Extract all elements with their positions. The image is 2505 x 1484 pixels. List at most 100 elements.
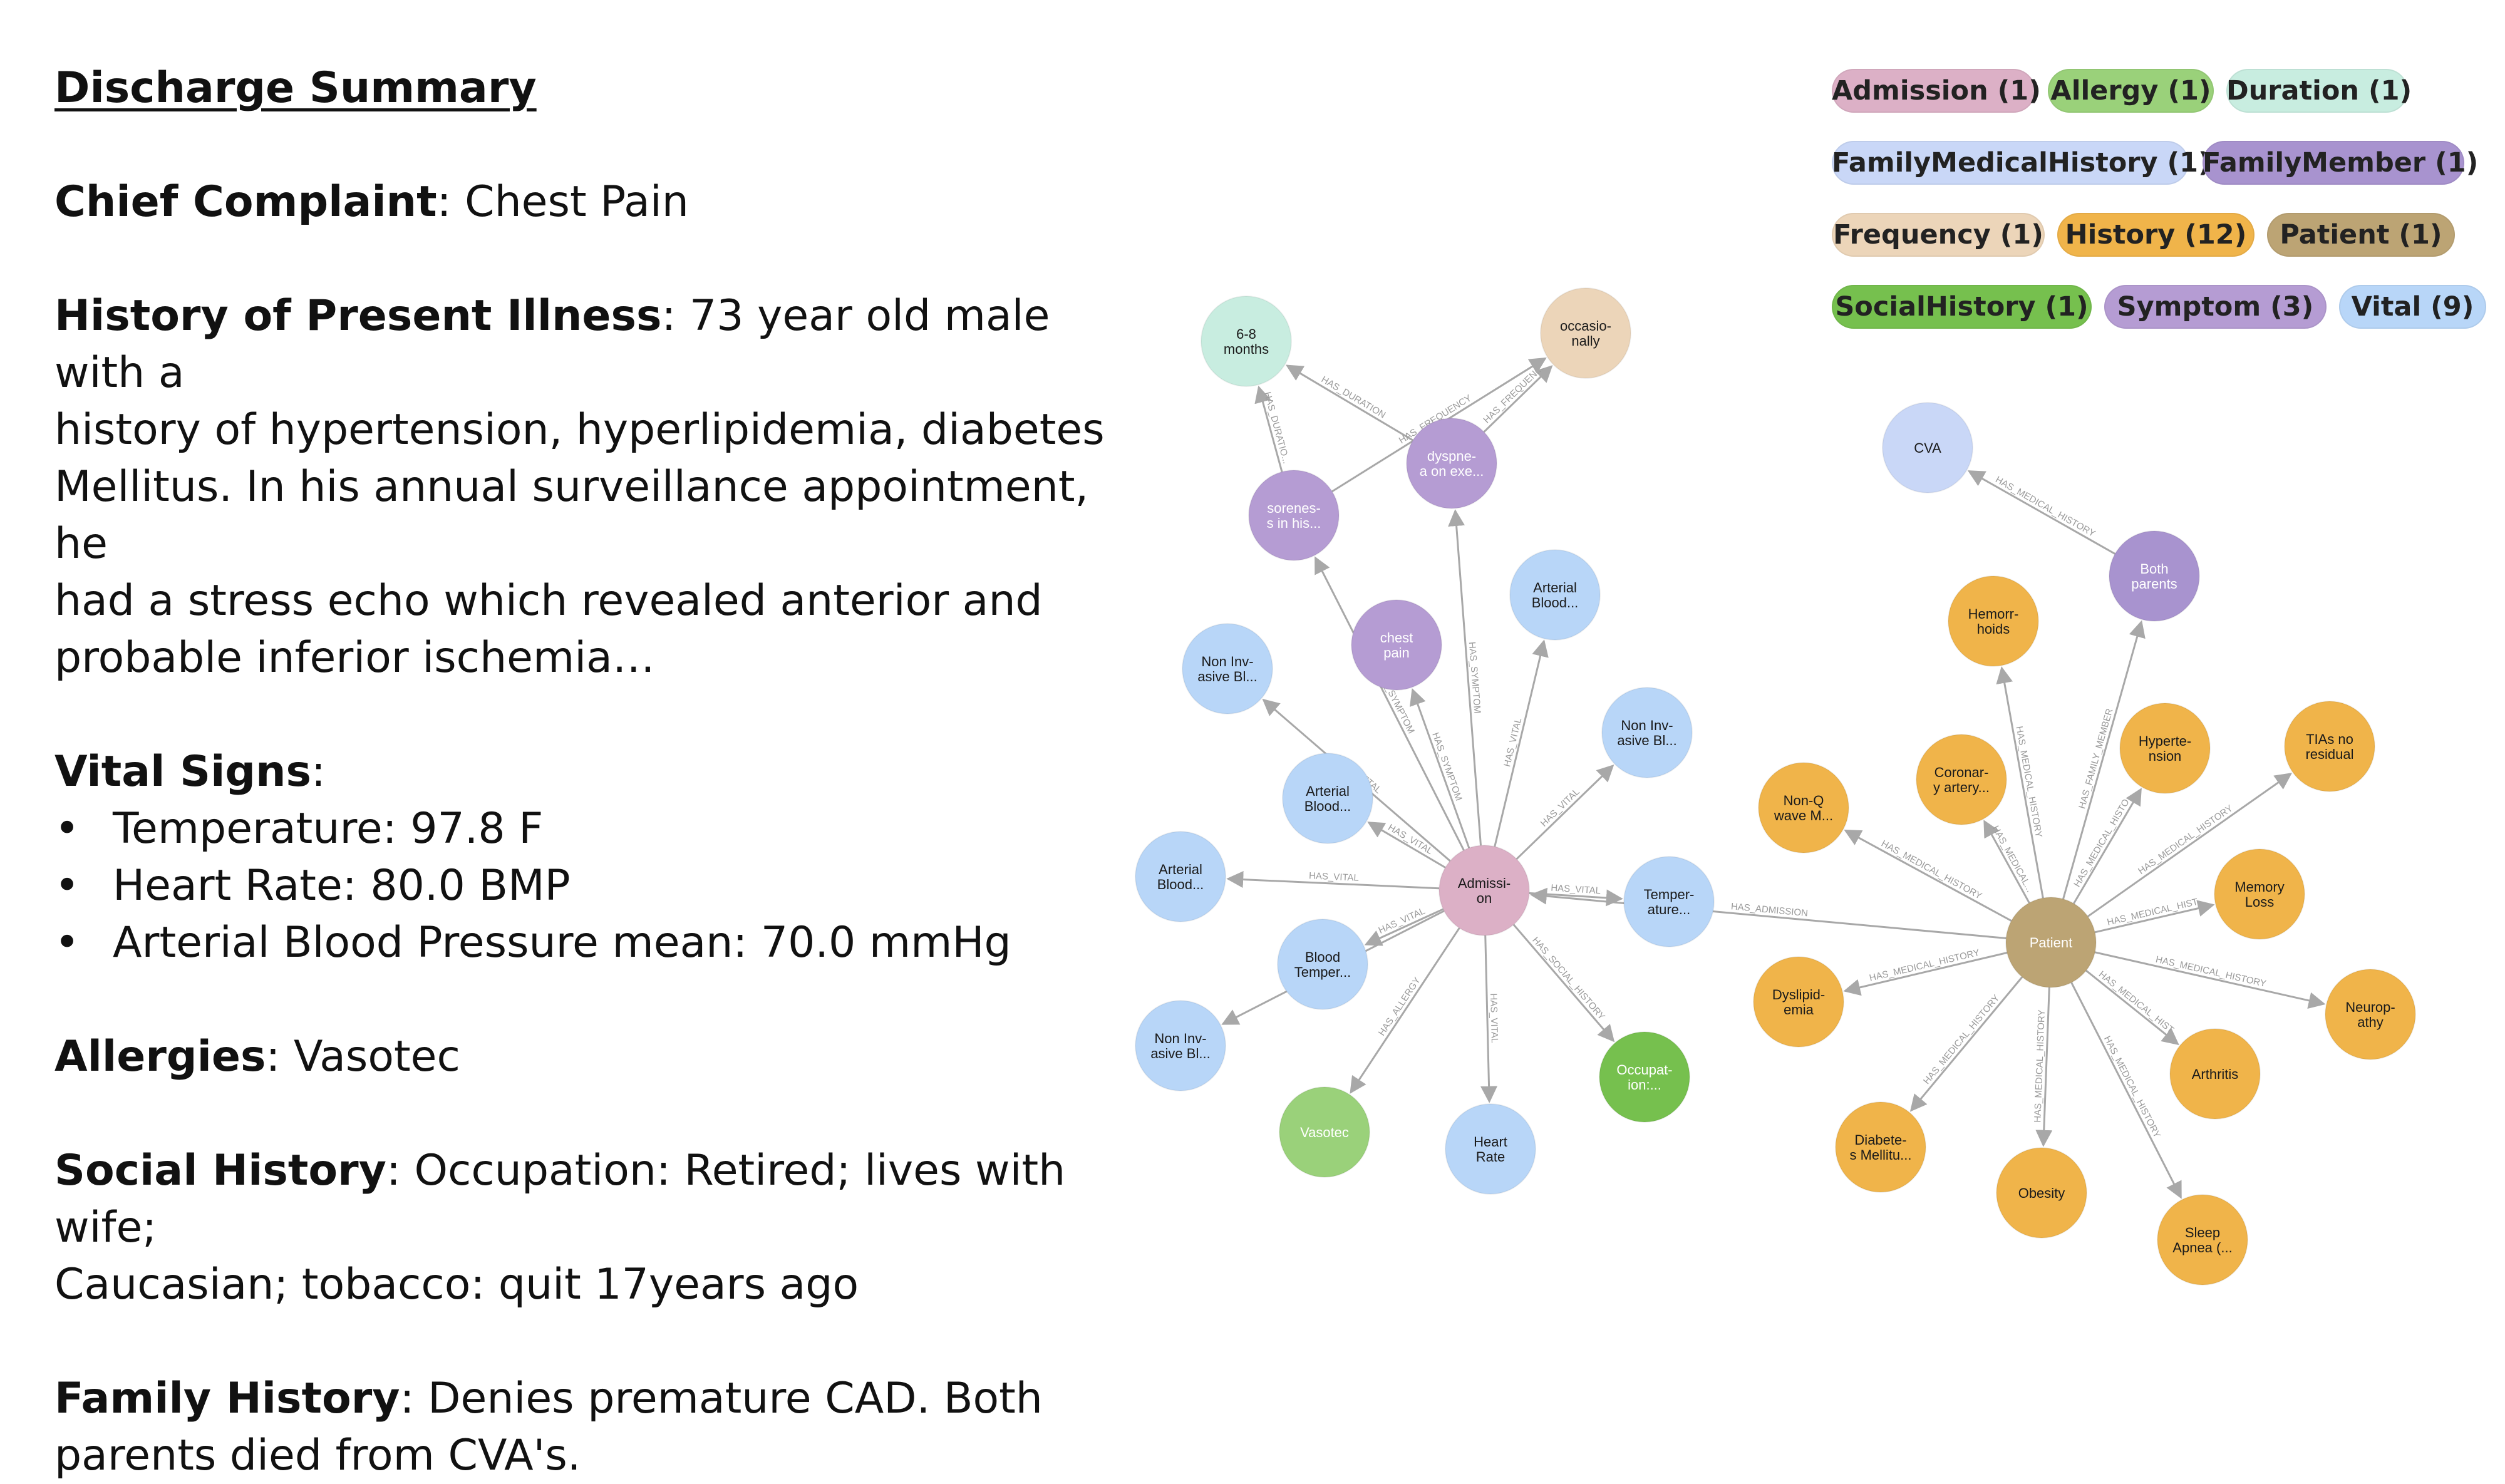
graph-node-patient[interactable]: Patient (2005, 897, 2097, 988)
legend-pill[interactable]: Patient (1) (2267, 213, 2455, 257)
node-circle[interactable] (2119, 703, 2211, 794)
node-circle[interactable] (1601, 687, 1693, 778)
node-label: sorenes- (1267, 500, 1321, 516)
node-circle[interactable] (2214, 848, 2305, 940)
node-circle[interactable] (1135, 831, 1226, 922)
graph-node-v_bt[interactable]: BloodTemper... (1277, 919, 1368, 1010)
node-label: Non Inv- (1201, 654, 1253, 669)
graph-node-v_temp[interactable]: Temper-ature... (1623, 856, 1715, 947)
graph-node-allergy[interactable]: Vasotec (1279, 1086, 1370, 1178)
graph-edge (2062, 620, 2146, 900)
graph-node-h_arth[interactable]: Arthritis (2169, 1028, 2261, 1120)
node-circle[interactable] (1406, 418, 1497, 509)
node-circle[interactable] (2157, 1194, 2248, 1286)
chief-complaint: Chief Complaint: Chest Pain (54, 173, 1132, 230)
legend-pill[interactable]: Duration (1) (2226, 69, 2412, 113)
legend-pill[interactable]: FamilyMember (1) (2203, 141, 2478, 185)
node-label: chest (1380, 630, 1413, 646)
graph-node-v_abp_mid[interactable]: ArterialBlood... (1282, 753, 1373, 844)
graph-node-h_coronary[interactable]: Coronar-y artery... (1916, 734, 2007, 825)
graph-node-v_nibp_3[interactable]: Non Inv-asive Bl... (1135, 1000, 1226, 1091)
node-label: Hemorr- (1968, 606, 2019, 622)
legend-pill[interactable]: Symptom (3) (2104, 285, 2327, 329)
node-label: Both (2140, 561, 2168, 577)
node-label: Blood... (1157, 877, 1204, 892)
social-history-line: Caucasian; tobacco: quit 17years ago (54, 1260, 859, 1309)
node-circle[interactable] (2325, 969, 2416, 1060)
legend-pill[interactable]: Vital (9) (2339, 285, 2486, 329)
node-circle[interactable] (1282, 753, 1373, 844)
legend-pill[interactable]: SocialHistory (1) (1832, 285, 2092, 329)
node-circle[interactable] (1351, 599, 1442, 691)
node-label: Diabete- (1854, 1132, 1906, 1148)
node-label: Non-Q (1784, 793, 1824, 808)
graph-node-h_hemorr[interactable]: Hemorr-hoids (1948, 575, 2039, 667)
social-history-label: Social History (54, 1146, 386, 1195)
graph-node-v_abp_top[interactable]: ArterialBlood... (1509, 549, 1601, 641)
legend-pill[interactable]: Admission (1) (1832, 69, 2041, 113)
graph-node-cva[interactable]: CVA (1882, 402, 1973, 493)
graph-edge (2070, 982, 2182, 1199)
node-label: Coronar- (1934, 765, 1989, 780)
node-circle[interactable] (1623, 856, 1715, 947)
graph-node-social[interactable]: Occupat-ion:... (1599, 1031, 1690, 1123)
graph-node-h_htn[interactable]: Hyperte-nsion (2119, 703, 2211, 794)
node-label: Occupat- (1616, 1062, 1672, 1078)
edge-label: HAS_VITAL (1551, 882, 1601, 896)
node-circle[interactable] (2169, 1028, 2261, 1120)
node-circle[interactable] (1916, 734, 2007, 825)
node-circle[interactable] (1201, 296, 1292, 387)
node-label: dyspne- (1427, 448, 1476, 464)
graph-edge (1483, 365, 1553, 433)
node-circle[interactable] (2109, 530, 2200, 622)
node-label: Loss (2245, 894, 2274, 910)
node-circle[interactable] (1948, 575, 2039, 667)
node-circle[interactable] (1758, 762, 1849, 853)
node-circle[interactable] (2284, 701, 2375, 792)
node-circle[interactable] (1599, 1031, 1690, 1123)
legend-pill[interactable]: Allergy (1) (2048, 69, 2214, 113)
node-circle[interactable] (1753, 956, 1844, 1048)
node-circle[interactable] (1277, 919, 1368, 1010)
node-circle[interactable] (1248, 470, 1340, 561)
legend-pill[interactable]: History (12) (2057, 213, 2254, 257)
graph-node-v_abp_left[interactable]: ArterialBlood... (1135, 831, 1226, 922)
graph-node-v_nibp_1[interactable]: Non Inv-asive Bl... (1182, 623, 1273, 714)
graph-node-admission[interactable]: Admissi-on (1438, 845, 1530, 936)
graph-node-h_diabetes[interactable]: Diabete-s Mellitu... (1835, 1101, 1926, 1193)
node-label: y artery... (1933, 780, 1990, 795)
node-circle[interactable] (1835, 1101, 1926, 1193)
node-circle[interactable] (1182, 623, 1273, 714)
node-circle[interactable] (1445, 1103, 1536, 1195)
graph-node-dyspnea[interactable]: dyspne-a on exe... (1406, 418, 1497, 509)
edge-label: HAS_FAMILY_MEMBER (2077, 707, 2115, 810)
node-circle[interactable] (1279, 1086, 1370, 1178)
legend-pill[interactable]: Frequency (1) (1832, 213, 2045, 257)
graph-node-soreness[interactable]: sorenes-s in his... (1248, 470, 1340, 561)
node-circle[interactable] (1882, 402, 1973, 493)
node-label: Patient (2030, 935, 2073, 951)
node-circle[interactable] (2005, 897, 2097, 988)
node-circle[interactable] (1996, 1147, 2087, 1239)
graph-node-frequency[interactable]: occasio-nally (1540, 287, 1631, 379)
graph-node-h_obesity[interactable]: Obesity (1996, 1147, 2087, 1239)
node-label: s in his... (1267, 515, 1321, 531)
node-circle[interactable] (1438, 845, 1530, 936)
graph-node-v_nibp_2[interactable]: Non Inv-asive Bl... (1601, 687, 1693, 778)
node-circle[interactable] (1540, 287, 1631, 379)
graph-node-h_neuro[interactable]: Neurop-athy (2325, 969, 2416, 1060)
node-label: Neurop- (2345, 999, 2395, 1015)
graph-node-h_dyslip[interactable]: Dyslipid-emia (1753, 956, 1844, 1048)
node-circle[interactable] (1135, 1000, 1226, 1091)
legend-pill[interactable]: FamilyMedicalHistory (1) (1832, 141, 2211, 185)
node-label: Arterial (1533, 580, 1577, 595)
node-circle[interactable] (1509, 549, 1601, 641)
